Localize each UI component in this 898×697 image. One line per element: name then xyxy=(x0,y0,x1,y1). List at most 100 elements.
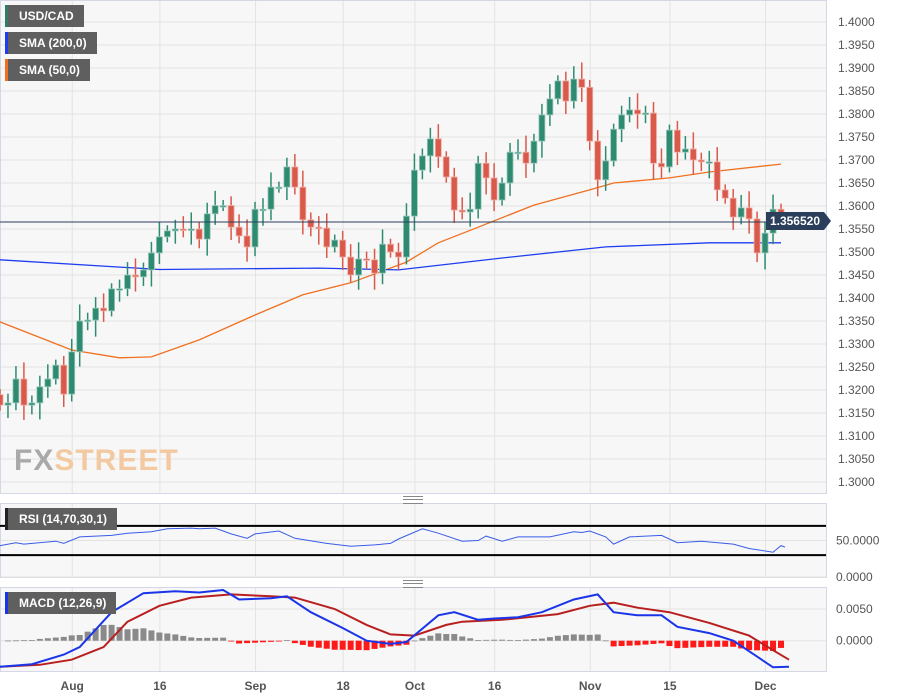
candle-up xyxy=(219,205,227,208)
legend-macd[interactable]: MACD (12,26,9) xyxy=(5,592,117,614)
candle-up xyxy=(76,320,84,353)
macd-histogram-bar xyxy=(228,640,235,642)
candle-down xyxy=(689,148,697,161)
legend-rsi[interactable]: RSI (14,70,30,1) xyxy=(5,508,118,530)
candle-down xyxy=(387,243,394,253)
macd-line xyxy=(0,588,790,669)
candle-up xyxy=(148,252,155,271)
candle-down xyxy=(243,235,251,248)
rsi-axis: 50.0000 0.0000 xyxy=(836,534,880,585)
current-price-tag: 1.356520 xyxy=(765,212,832,230)
candle-down xyxy=(363,258,370,261)
macd-histogram-bar xyxy=(475,640,482,641)
macd-histogram-bar xyxy=(204,637,211,641)
date-tick-label: 16 xyxy=(153,679,167,693)
candle-down xyxy=(299,186,307,221)
macd-histogram-bar xyxy=(618,640,625,647)
macd-histogram-bar xyxy=(315,640,322,648)
macd-histogram-bar xyxy=(730,640,737,647)
macd-panel[interactable]: 0.0050 0.0000 xyxy=(0,587,873,672)
macd-histogram-bar xyxy=(538,638,545,641)
macd-histogram-bar xyxy=(738,640,745,649)
macd-histogram-bar xyxy=(491,639,498,641)
date-tick-label: 18 xyxy=(337,679,351,693)
macd-histogram-bar xyxy=(642,640,649,645)
candle-down xyxy=(307,219,315,228)
candle-down xyxy=(562,80,570,102)
candle-up xyxy=(418,155,426,171)
candle-up xyxy=(530,140,538,164)
macd-histogram-bar xyxy=(690,640,697,648)
candle-up xyxy=(203,213,211,240)
candle-up xyxy=(12,378,20,404)
macd-histogram-bar xyxy=(411,640,418,642)
candle-up xyxy=(514,151,522,155)
price-tick-label: 1.3350 xyxy=(838,314,875,328)
candle-up xyxy=(538,114,546,142)
macd-axis: 0.0050 0.0000 xyxy=(836,602,873,648)
macd-histogram-bar xyxy=(570,634,577,641)
candle-up xyxy=(211,205,219,215)
rsi-resize-handle[interactable] xyxy=(403,496,423,504)
macd-histogram-bar xyxy=(602,640,609,642)
date-axis: Aug 16 Sep 18 Oct 16 Nov 15 Dec xyxy=(61,679,777,693)
date-tick-label: Dec xyxy=(755,679,777,693)
macd-tick-label: 0.0000 xyxy=(836,634,873,648)
legend-sma200[interactable]: SMA (200,0) xyxy=(5,32,97,54)
macd-histogram-bar xyxy=(578,634,585,641)
candle-down xyxy=(721,189,729,199)
candle-down xyxy=(395,251,402,258)
candle-up xyxy=(498,182,506,201)
price-tick-label: 1.3650 xyxy=(838,176,875,190)
candle-down xyxy=(179,228,187,231)
candle-down xyxy=(371,259,378,274)
rsi-panel[interactable]: 50.0000 0.0000 xyxy=(0,503,880,585)
rsi-line xyxy=(0,527,786,553)
candle-down xyxy=(522,151,530,164)
macd-histogram-bar xyxy=(76,634,83,641)
macd-histogram-bar xyxy=(124,629,131,641)
legend-usdcad[interactable]: USD/CAD xyxy=(5,5,84,27)
candle-down xyxy=(482,162,490,179)
price-panel[interactable]: 1.4000 1.3950 1.3900 1.3850 1.3800 1.3750 1.37… xyxy=(0,0,875,494)
candle-up xyxy=(554,80,562,100)
macd-histogram-bar xyxy=(754,640,761,651)
candle-up xyxy=(36,386,44,404)
macd-histogram-bar xyxy=(52,637,59,641)
macd-histogram-bar xyxy=(443,634,450,641)
candle-down xyxy=(323,227,331,248)
candle-down xyxy=(450,176,458,211)
macd-histogram-bar xyxy=(371,640,378,649)
macd-histogram-bar xyxy=(283,640,290,641)
macd-histogram-bar xyxy=(682,640,689,648)
macd-resize-handle[interactable] xyxy=(403,580,423,588)
macd-histogram-bar xyxy=(562,635,569,641)
watermark-street: STREET xyxy=(54,444,179,477)
macd-histogram-bar xyxy=(28,640,35,641)
macd-histogram-bar xyxy=(44,638,51,641)
macd-histogram-bar xyxy=(483,639,490,641)
candle-up xyxy=(84,319,92,322)
candle-up xyxy=(506,151,514,184)
candle-down xyxy=(634,109,641,115)
macd-histogram-bar xyxy=(156,632,163,641)
macd-histogram-bar xyxy=(220,637,227,641)
date-tick-label: Oct xyxy=(405,679,425,693)
price-tick-label: 1.3600 xyxy=(838,199,875,213)
candle-down xyxy=(195,228,203,240)
candle-down xyxy=(578,78,586,88)
candle-down xyxy=(490,177,498,201)
candle-down xyxy=(0,394,4,406)
macd-histogram-bar xyxy=(610,640,617,647)
price-panel-frame xyxy=(0,0,827,494)
candle-up xyxy=(92,307,100,321)
candle-up xyxy=(44,378,52,388)
candle-up xyxy=(610,128,618,162)
date-tick-label: Sep xyxy=(245,679,267,693)
macd-histogram-bar xyxy=(252,640,259,643)
macd-histogram-bar xyxy=(196,638,203,641)
legend-sma50[interactable]: SMA (50,0) xyxy=(5,59,90,81)
rsi-levels xyxy=(0,524,826,557)
macd-histogram-bar xyxy=(355,640,362,651)
